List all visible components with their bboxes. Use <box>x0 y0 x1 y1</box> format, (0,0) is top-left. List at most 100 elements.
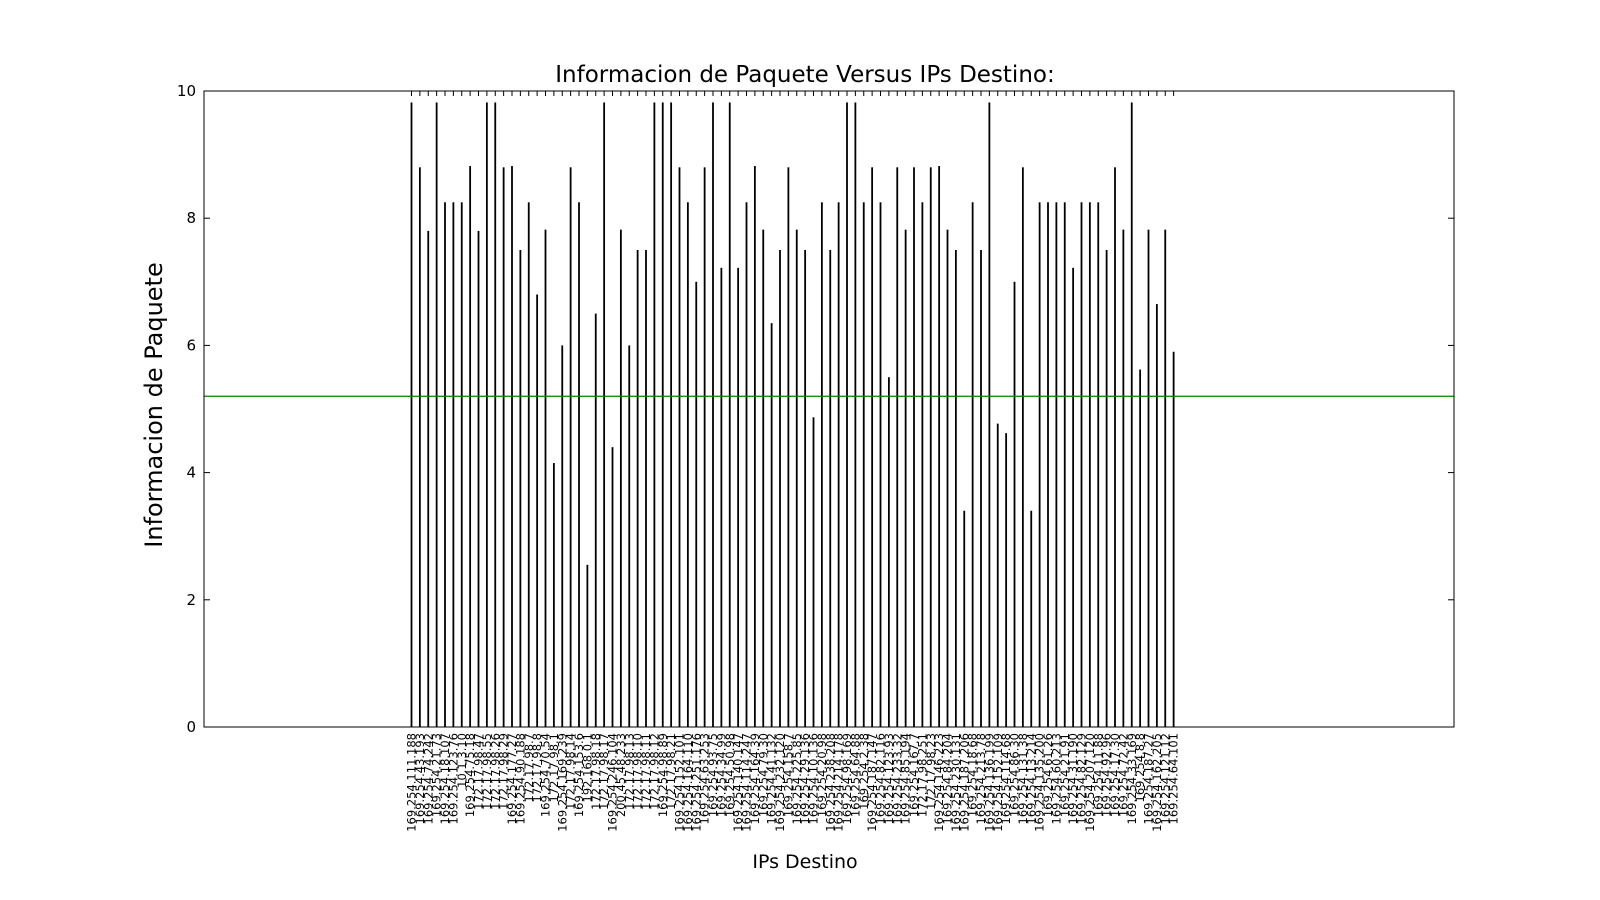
x-tick-label: 169.254.131.38 <box>1016 733 1030 824</box>
bar <box>678 167 681 727</box>
x-axis-label: IPs Destino <box>752 851 857 873</box>
x-tick-label: 172.17.98.23 <box>924 733 938 810</box>
bar <box>829 250 832 727</box>
x-tick-label: 169.254.246.104 <box>606 733 620 832</box>
bar <box>1155 304 1158 727</box>
bar <box>1013 281 1016 727</box>
x-tick-label: 172.17.98.1 <box>547 733 561 803</box>
x-tick-label: 169.254.187.27 <box>1142 733 1156 824</box>
x-tick-label: 169.254.11.88 <box>1091 733 1105 817</box>
bar <box>661 102 664 727</box>
bar <box>1021 167 1024 727</box>
bar <box>653 102 656 727</box>
bars-group <box>410 102 1175 728</box>
x-tick-label: 169.254.29.136 <box>798 733 812 824</box>
bar <box>787 167 790 727</box>
y-tick-label: 6 <box>186 336 196 354</box>
bar <box>670 102 673 727</box>
x-tick-label: 169.254.230.131 <box>949 733 963 832</box>
bar <box>619 229 622 727</box>
x-tick-label: 169.254.153.6 <box>572 733 586 817</box>
x-tick-label: 169.254.63.253 <box>698 733 712 824</box>
bar <box>502 167 505 727</box>
bar <box>1005 433 1008 727</box>
bar <box>1055 202 1058 728</box>
bar <box>435 102 438 727</box>
x-tick-label: 169.254.8.8 <box>1133 733 1147 803</box>
x-tick-label: 172.17.98.12 <box>647 733 661 810</box>
bar <box>544 229 547 727</box>
bar <box>1063 202 1066 728</box>
x-tick-label: 169.254.121.12 <box>1158 733 1172 824</box>
bar <box>444 202 446 728</box>
bar <box>996 423 999 727</box>
bar <box>779 250 781 727</box>
x-tick-label: 172.17.98.11 <box>639 733 653 810</box>
x-tick-label: 169.254.90.188 <box>513 733 527 824</box>
bar <box>812 417 815 727</box>
x-tick-label: 169.254.207.120 <box>1083 733 1097 832</box>
x-tick-label: 169.254.164.39 <box>748 733 762 824</box>
bar <box>854 102 857 727</box>
bar <box>946 229 949 727</box>
x-tick-label: 169.254.18.68 <box>966 733 980 817</box>
x-tick-label: 169.254.86.30 <box>1008 733 1022 817</box>
x-tick-label: 172.17.98.8 <box>530 733 544 803</box>
bar <box>578 202 580 728</box>
y-tick-label: 0 <box>186 718 196 736</box>
x-tick-label: 169.254.61.26 <box>1041 733 1055 817</box>
x-tick-label: 10.1.3.10 <box>455 733 469 788</box>
x-tick-label: 169.254.146.223 <box>932 733 946 832</box>
x-tick-label: 169.254.251.176 <box>689 733 703 832</box>
x-tick-label: 169.254.164.110 <box>681 733 695 832</box>
bar <box>862 202 865 728</box>
y-axis-label: Informacion de Paquete <box>140 262 168 547</box>
bar <box>703 167 706 727</box>
x-tick-label: 169.254.135.200 <box>1033 733 1047 832</box>
bar <box>904 229 907 727</box>
x-tick-label: 169.254.177.27 <box>505 733 519 824</box>
bar <box>1172 351 1175 727</box>
x-tick-label: 172.17.98.55 <box>480 733 494 810</box>
bar <box>611 447 614 727</box>
bar <box>837 202 840 728</box>
bar <box>645 250 647 727</box>
bar <box>737 267 740 727</box>
x-tick-label: 169.254.111.188 <box>405 733 419 832</box>
bar <box>695 281 698 727</box>
chart-title: Informacion de Paquete Versus IPs Destin… <box>555 62 1054 88</box>
x-tick-label: 169.254.93.75 <box>706 733 720 817</box>
y-tick-label: 2 <box>186 591 196 609</box>
x-tick-label: 169.254.18.107 <box>438 733 452 824</box>
bar <box>536 294 539 727</box>
x-tick-label: 169.254.114.247 <box>740 733 754 832</box>
bar <box>728 102 731 727</box>
bar <box>410 102 413 727</box>
x-tick-label: 169.254.43.193 <box>413 733 427 824</box>
bar <box>1114 167 1116 727</box>
x-tick-label: 169.254.187.147 <box>865 733 879 832</box>
x-tick-label: 169.254.20.98 <box>815 733 829 817</box>
x-tick-label: 169.254.21.73 <box>430 733 444 817</box>
bar <box>938 166 941 728</box>
bar <box>753 166 756 728</box>
bar <box>720 267 723 727</box>
bar <box>494 102 497 727</box>
x-tick-label: 172.17.98.18 <box>589 733 603 810</box>
x-tick-label: 169.254.33.169 <box>1125 733 1139 824</box>
bar <box>594 313 597 727</box>
x-tick-label: 169.254.232.120 <box>773 733 787 832</box>
x-tick-label: 169.254.123.93 <box>882 733 896 824</box>
bar <box>971 202 974 728</box>
bar <box>795 229 798 727</box>
bar <box>762 229 765 727</box>
x-tick-label: 169.254.167.7 <box>907 733 921 817</box>
x-tick-label: 169.254.136.199 <box>982 733 996 832</box>
x-tick-label: 169.254.74.242 <box>421 733 435 824</box>
x-tick-label: 169.254.75.18 <box>463 733 477 817</box>
x-tick-label: 169.254.152.101 <box>673 733 687 832</box>
bar <box>712 102 714 727</box>
bar <box>469 166 472 728</box>
bar <box>1130 102 1133 727</box>
